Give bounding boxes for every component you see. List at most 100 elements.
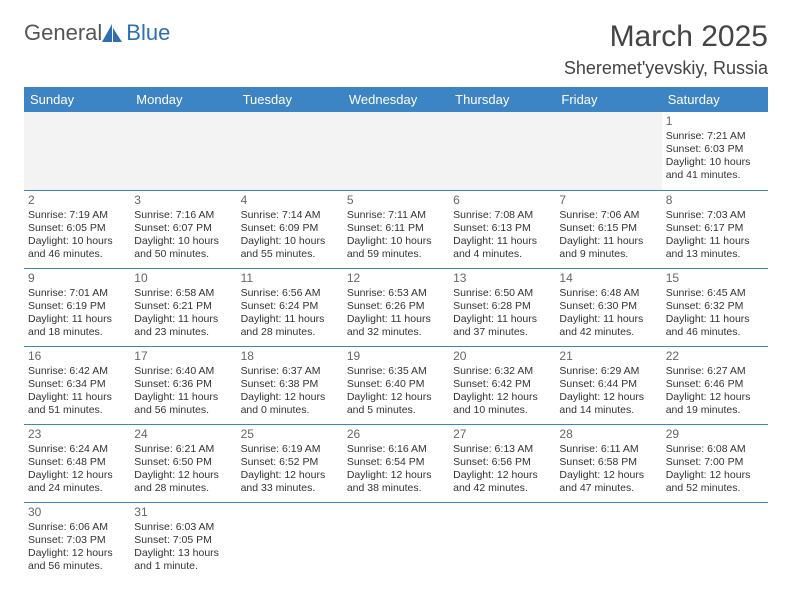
sunrise-line: Sunrise: 6:08 AM (666, 443, 764, 456)
daylight-line: Daylight: 10 hours and 46 minutes. (28, 235, 126, 261)
calendar-cell: 31Sunrise: 6:03 AMSunset: 7:05 PMDayligh… (130, 502, 236, 580)
sunrise-line: Sunrise: 6:21 AM (134, 443, 232, 456)
daylight-line: Daylight: 11 hours and 28 minutes. (241, 313, 339, 339)
day-number: 21 (559, 349, 657, 364)
sunrise-line: Sunrise: 6:13 AM (453, 443, 551, 456)
calendar-cell: 20Sunrise: 6:32 AMSunset: 6:42 PMDayligh… (449, 346, 555, 424)
day-header: Saturday (662, 87, 768, 112)
calendar-cell: 22Sunrise: 6:27 AMSunset: 6:46 PMDayligh… (662, 346, 768, 424)
day-number: 18 (241, 349, 339, 364)
calendar-table: SundayMondayTuesdayWednesdayThursdayFrid… (24, 87, 768, 580)
sunset-line: Sunset: 6:17 PM (666, 222, 764, 235)
day-number: 10 (134, 271, 232, 286)
daylight-line: Daylight: 12 hours and 28 minutes. (134, 469, 232, 495)
daylight-line: Daylight: 11 hours and 37 minutes. (453, 313, 551, 339)
logo-text-2: Blue (126, 20, 170, 46)
logo: General Blue (24, 20, 170, 46)
daylight-line: Daylight: 13 hours and 1 minute. (134, 547, 232, 573)
sunset-line: Sunset: 6:13 PM (453, 222, 551, 235)
daylight-line: Daylight: 12 hours and 52 minutes. (666, 469, 764, 495)
sunset-line: Sunset: 6:32 PM (666, 300, 764, 313)
day-header: Monday (130, 87, 236, 112)
sunrise-line: Sunrise: 6:58 AM (134, 287, 232, 300)
sunrise-line: Sunrise: 6:27 AM (666, 365, 764, 378)
calendar-cell-empty (449, 502, 555, 580)
calendar-cell: 5Sunrise: 7:11 AMSunset: 6:11 PMDaylight… (343, 190, 449, 268)
sunrise-line: Sunrise: 6:42 AM (28, 365, 126, 378)
daylight-line: Daylight: 12 hours and 5 minutes. (347, 391, 445, 417)
daylight-line: Daylight: 11 hours and 9 minutes. (559, 235, 657, 261)
day-number: 8 (666, 193, 764, 208)
calendar-cell: 21Sunrise: 6:29 AMSunset: 6:44 PMDayligh… (555, 346, 661, 424)
sunrise-line: Sunrise: 6:37 AM (241, 365, 339, 378)
sunrise-line: Sunrise: 7:21 AM (666, 130, 764, 143)
day-number: 22 (666, 349, 764, 364)
calendar-cell: 15Sunrise: 6:45 AMSunset: 6:32 PMDayligh… (662, 268, 768, 346)
calendar-cell: 9Sunrise: 7:01 AMSunset: 6:19 PMDaylight… (24, 268, 130, 346)
day-number: 5 (347, 193, 445, 208)
calendar-cell: 16Sunrise: 6:42 AMSunset: 6:34 PMDayligh… (24, 346, 130, 424)
sunrise-line: Sunrise: 6:40 AM (134, 365, 232, 378)
day-number: 29 (666, 427, 764, 442)
sunset-line: Sunset: 6:48 PM (28, 456, 126, 469)
daylight-line: Daylight: 11 hours and 32 minutes. (347, 313, 445, 339)
day-number: 19 (347, 349, 445, 364)
sunrise-line: Sunrise: 6:24 AM (28, 443, 126, 456)
calendar-cell: 30Sunrise: 6:06 AMSunset: 7:03 PMDayligh… (24, 502, 130, 580)
calendar-cell: 29Sunrise: 6:08 AMSunset: 7:00 PMDayligh… (662, 424, 768, 502)
calendar-cell: 14Sunrise: 6:48 AMSunset: 6:30 PMDayligh… (555, 268, 661, 346)
day-number: 23 (28, 427, 126, 442)
calendar-cell-empty (662, 502, 768, 580)
calendar-cell-empty (555, 502, 661, 580)
sunrise-line: Sunrise: 6:29 AM (559, 365, 657, 378)
day-number: 4 (241, 193, 339, 208)
month-title: March 2025 (564, 20, 768, 54)
sunrise-line: Sunrise: 7:03 AM (666, 209, 764, 222)
day-number: 17 (134, 349, 232, 364)
calendar-cell: 19Sunrise: 6:35 AMSunset: 6:40 PMDayligh… (343, 346, 449, 424)
sunset-line: Sunset: 6:09 PM (241, 222, 339, 235)
day-number: 30 (28, 505, 126, 520)
daylight-line: Daylight: 12 hours and 38 minutes. (347, 469, 445, 495)
daylight-line: Daylight: 10 hours and 50 minutes. (134, 235, 232, 261)
logo-sail-icon (100, 22, 124, 44)
sunrise-line: Sunrise: 6:11 AM (559, 443, 657, 456)
daylight-line: Daylight: 11 hours and 13 minutes. (666, 235, 764, 261)
sunrise-line: Sunrise: 6:16 AM (347, 443, 445, 456)
sunset-line: Sunset: 6:36 PM (134, 378, 232, 391)
sunset-line: Sunset: 6:05 PM (28, 222, 126, 235)
daylight-line: Daylight: 12 hours and 42 minutes. (453, 469, 551, 495)
sunrise-line: Sunrise: 7:08 AM (453, 209, 551, 222)
daylight-line: Daylight: 12 hours and 24 minutes. (28, 469, 126, 495)
sunrise-line: Sunrise: 7:16 AM (134, 209, 232, 222)
header: General Blue March 2025 Sheremet'yevskiy… (24, 20, 768, 79)
day-number: 13 (453, 271, 551, 286)
sunrise-line: Sunrise: 6:19 AM (241, 443, 339, 456)
calendar-cell-empty (343, 112, 449, 190)
calendar-cell: 7Sunrise: 7:06 AMSunset: 6:15 PMDaylight… (555, 190, 661, 268)
sunset-line: Sunset: 6:07 PM (134, 222, 232, 235)
sunset-line: Sunset: 6:03 PM (666, 143, 764, 156)
calendar-cell: 24Sunrise: 6:21 AMSunset: 6:50 PMDayligh… (130, 424, 236, 502)
calendar-cell: 13Sunrise: 6:50 AMSunset: 6:28 PMDayligh… (449, 268, 555, 346)
sunset-line: Sunset: 6:34 PM (28, 378, 126, 391)
day-number: 27 (453, 427, 551, 442)
calendar-cell: 6Sunrise: 7:08 AMSunset: 6:13 PMDaylight… (449, 190, 555, 268)
calendar-row: 2Sunrise: 7:19 AMSunset: 6:05 PMDaylight… (24, 190, 768, 268)
sunset-line: Sunset: 6:38 PM (241, 378, 339, 391)
sunrise-line: Sunrise: 7:11 AM (347, 209, 445, 222)
daylight-line: Daylight: 11 hours and 4 minutes. (453, 235, 551, 261)
sunset-line: Sunset: 7:00 PM (666, 456, 764, 469)
calendar-row: 9Sunrise: 7:01 AMSunset: 6:19 PMDaylight… (24, 268, 768, 346)
day-number: 12 (347, 271, 445, 286)
daylight-line: Daylight: 12 hours and 19 minutes. (666, 391, 764, 417)
title-block: March 2025 Sheremet'yevskiy, Russia (564, 20, 768, 79)
sunrise-line: Sunrise: 6:56 AM (241, 287, 339, 300)
daylight-line: Daylight: 12 hours and 56 minutes. (28, 547, 126, 573)
calendar-cell: 12Sunrise: 6:53 AMSunset: 6:26 PMDayligh… (343, 268, 449, 346)
day-number: 16 (28, 349, 126, 364)
day-number: 31 (134, 505, 232, 520)
sunset-line: Sunset: 7:05 PM (134, 534, 232, 547)
day-number: 26 (347, 427, 445, 442)
sunset-line: Sunset: 6:54 PM (347, 456, 445, 469)
